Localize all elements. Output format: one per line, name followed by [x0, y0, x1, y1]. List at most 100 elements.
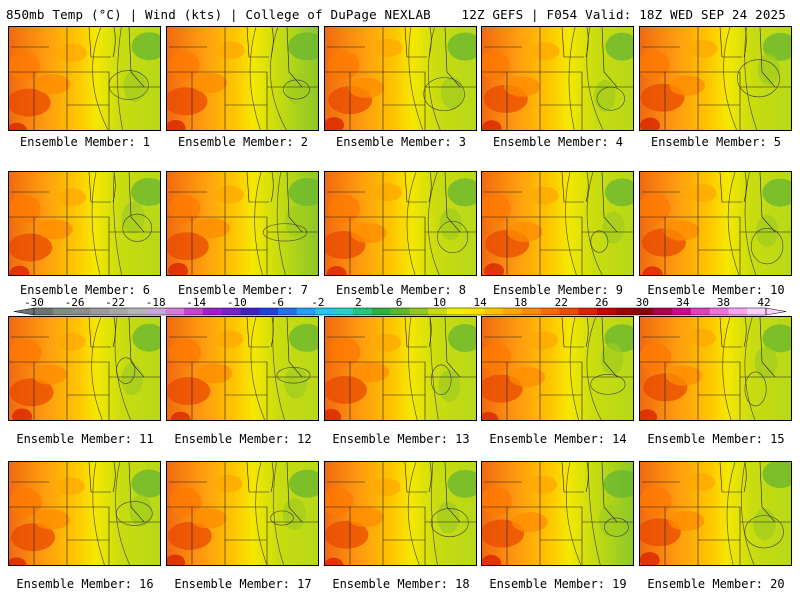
colorbar-tick-label: 10 [433, 296, 446, 309]
ensemble-member-label: Ensemble Member: 15 [647, 432, 785, 446]
colorbar-tick-label: -14 [186, 296, 206, 309]
ensemble-member-map [8, 26, 161, 131]
ensemble-member-map [8, 171, 161, 276]
colorbar-swatch [747, 308, 767, 315]
colorbar-swatch [52, 308, 72, 315]
ensemble-member-label: Ensemble Member: 19 [489, 577, 627, 591]
ensemble-member-map [166, 461, 319, 566]
colorbar-tick-label: 14 [473, 296, 487, 309]
colorbar-tick-label: -30 [24, 296, 44, 309]
ensemble-member-map [481, 461, 634, 566]
colorbar-tick-label: 26 [595, 296, 608, 309]
colorbar-tick-label: 34 [676, 296, 690, 309]
colorbar-swatch [90, 308, 110, 315]
colorbar-tick-label: 22 [555, 296, 568, 309]
ensemble-member-label: Ensemble Member: 18 [332, 577, 470, 591]
colorbar-swatch [522, 308, 542, 315]
colorbar-swatch [184, 308, 204, 315]
ensemble-member-map [166, 316, 319, 421]
colorbar-swatch [34, 308, 54, 315]
ensemble-member-map [166, 171, 319, 276]
model-valid-time: 12Z GEFS | F054 Valid: 18Z WED SEP 24 20… [461, 7, 786, 22]
colorbar-swatch [690, 308, 711, 315]
ensemble-member-label: Ensemble Member: 14 [489, 432, 627, 446]
colorbar-tick-label: 18 [514, 296, 527, 309]
ensemble-member-label: Ensemble Member: 11 [16, 432, 154, 446]
colorbar-swatch [559, 308, 579, 315]
ensemble-member-map [324, 316, 477, 421]
colorbar-tick-label: -2 [311, 296, 324, 309]
colorbar-swatch [127, 308, 148, 315]
colorbar-swatch [71, 308, 91, 315]
ensemble-member-map [324, 461, 477, 566]
colorbar-swatch [578, 308, 598, 315]
colorbar-swatch [259, 308, 279, 315]
ensemble-member-label: Ensemble Member: 12 [174, 432, 312, 446]
colorbar-swatch [278, 308, 298, 315]
colorbar-tick-label: 42 [757, 296, 770, 309]
colorbar-swatch [653, 308, 673, 315]
colorbar-swatch [409, 308, 429, 315]
ensemble-member-label: Ensemble Member: 1 [19, 135, 151, 149]
colorbar-swatch [672, 308, 692, 315]
ensemble-member-label: Ensemble Member: 20 [647, 577, 785, 591]
ensemble-member-map [639, 26, 792, 131]
ensemble-member-map [639, 461, 792, 566]
ensemble-member-label: Ensemble Member: 7 [177, 283, 309, 297]
ensemble-member-map [639, 316, 792, 421]
ensemble-member-map [8, 461, 161, 566]
ensemble-member-label: Ensemble Member: 10 [647, 283, 785, 297]
ensemble-member-map [639, 171, 792, 276]
map-title: 850mb Temp (°C) | Wind (kts) | College o… [6, 7, 431, 22]
colorbar-tick-label: -18 [146, 296, 166, 309]
colorbar-swatch [634, 308, 654, 315]
colorbar-swatch [334, 308, 354, 315]
colorbar-swatch [540, 308, 560, 315]
ensemble-member-label: Ensemble Member: 3 [335, 135, 467, 149]
ensemble-member-map [481, 171, 634, 276]
colorbar-swatch [315, 308, 335, 315]
ensemble-member-label: Ensemble Member: 9 [492, 283, 624, 297]
ensemble-member-label: Ensemble Member: 4 [492, 135, 624, 149]
colorbar-tick-label: 2 [355, 296, 362, 309]
ensemble-member-map [166, 26, 319, 131]
colorbar-swatch [202, 308, 223, 315]
colorbar-swatch [165, 308, 185, 315]
colorbar-swatch [615, 308, 636, 315]
ensemble-member-map [481, 316, 634, 421]
ensemble-member-label: Ensemble Member: 6 [19, 283, 151, 297]
colorbar-tick-label: -6 [271, 296, 284, 309]
ensemble-member-map [8, 316, 161, 421]
ensemble-member-label: Ensemble Member: 17 [174, 577, 312, 591]
colorbar-swatch [353, 308, 373, 315]
ensemble-member-map [481, 26, 634, 131]
colorbar-swatch [390, 308, 410, 315]
colorbar-swatch [146, 308, 166, 315]
colorbar-swatch [240, 308, 260, 315]
colorbar-swatch [465, 308, 485, 315]
colorbar-swatch [109, 308, 129, 315]
ensemble-member-label: Ensemble Member: 8 [335, 283, 467, 297]
colorbar-swatch [428, 308, 448, 315]
colorbar-swatch [597, 308, 617, 315]
colorbar-tick-label: -10 [227, 296, 247, 309]
colorbar-swatch [503, 308, 523, 315]
ensemble-member-label: Ensemble Member: 5 [650, 135, 782, 149]
temperature-colorbar: -30 -26 -22 -18 -14 -10 -6 -2 2 6 10 14 18 22 26 30 34 38… [0, 296, 800, 320]
colorbar-tick-label: 6 [396, 296, 403, 309]
ensemble-member-label: Ensemble Member: 16 [16, 577, 154, 591]
ensemble-member-label: Ensemble Member: 2 [177, 135, 309, 149]
colorbar-tick-label: -26 [65, 296, 85, 309]
colorbar-swatch [484, 308, 504, 315]
colorbar-swatch [446, 308, 467, 315]
colorbar-tick-label: -22 [105, 296, 125, 309]
ensemble-member-map [324, 26, 477, 131]
colorbar-tick-label: 30 [636, 296, 649, 309]
colorbar-tick-label: 38 [717, 296, 730, 309]
colorbar-swatch [221, 308, 241, 315]
colorbar-swatch [728, 308, 748, 315]
colorbar-swatch [296, 308, 316, 315]
colorbar-swatch [709, 308, 729, 315]
ensemble-member-map [324, 171, 477, 276]
ensemble-member-label: Ensemble Member: 13 [332, 432, 470, 446]
